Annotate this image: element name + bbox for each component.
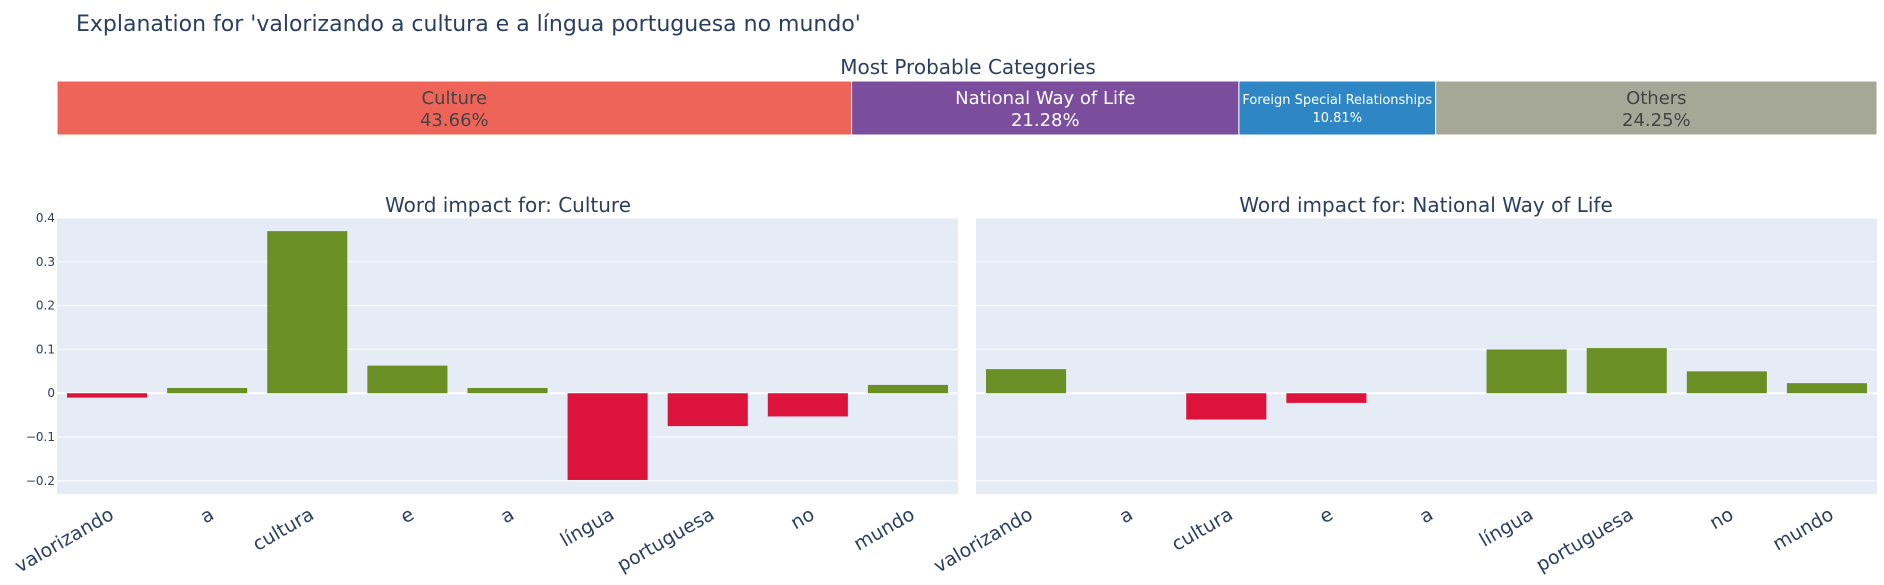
y-tick-label: 0.4 bbox=[36, 211, 55, 225]
panel1-bar-mundo bbox=[867, 384, 948, 394]
x-tick-label: língua bbox=[557, 503, 619, 551]
x-tick-label: cultura bbox=[1168, 503, 1237, 555]
y-tick-label: 0.3 bbox=[36, 255, 55, 269]
panel1-bar-no bbox=[767, 393, 848, 417]
x-tick-label: a bbox=[197, 503, 218, 528]
x-tick-label: portuguesa bbox=[613, 503, 718, 576]
panel1-bar-valorizando bbox=[67, 393, 148, 398]
x-tick-label: mundo bbox=[850, 503, 918, 555]
y-tick-label: 0 bbox=[47, 386, 55, 400]
panel2-bar-mundo bbox=[1786, 383, 1867, 394]
panel1-bar-portuguesa bbox=[667, 393, 748, 427]
x-tick-label: no bbox=[1706, 503, 1738, 534]
x-tick-label: a bbox=[497, 503, 518, 528]
x-tick-label: mundo bbox=[1769, 503, 1837, 555]
categories-title: Most Probable Categories bbox=[840, 55, 1096, 79]
panel1-bar-a bbox=[467, 387, 548, 394]
panel1-plot-area bbox=[57, 218, 958, 494]
panel1-bar-a bbox=[167, 387, 248, 394]
panel2-bar-portuguesa bbox=[1586, 348, 1667, 394]
y-tick-label: 0.2 bbox=[36, 299, 55, 313]
x-tick-label: no bbox=[787, 503, 819, 534]
category-segment-culture-label: Culture bbox=[422, 88, 488, 109]
category-segment-others-percent: 24.25% bbox=[1622, 110, 1691, 131]
y-tick-label: 0.1 bbox=[36, 342, 55, 356]
category-segment-national-way-of-life-label: National Way of Life bbox=[955, 88, 1135, 109]
x-tick-label: língua bbox=[1476, 503, 1538, 551]
panel2-bar-e bbox=[1286, 393, 1367, 403]
panel1-bar-e bbox=[367, 365, 448, 394]
y-tick-label: −0.2 bbox=[26, 474, 55, 488]
x-tick-label: portuguesa bbox=[1532, 503, 1637, 576]
x-tick-label: a bbox=[1416, 503, 1437, 528]
panel2-bar-cultura bbox=[1186, 393, 1267, 420]
y-tick-label: −0.1 bbox=[26, 430, 55, 444]
x-tick-label: valorizando bbox=[11, 503, 117, 577]
category-segment-others-label: Others bbox=[1626, 88, 1687, 109]
panel2-bar-valorizando bbox=[986, 369, 1067, 394]
panel2-plot-area bbox=[976, 218, 1877, 494]
category-segment-national-way-of-life-percent: 21.28% bbox=[1011, 110, 1080, 131]
category-segment-others bbox=[1435, 80, 1878, 136]
x-tick-label: cultura bbox=[249, 503, 318, 555]
category-segment-foreign-special-relationships bbox=[1238, 80, 1437, 136]
category-segment-foreign-special-relationships-label: Foreign Special Relationships bbox=[1242, 93, 1432, 108]
category-segment-culture-percent: 43.66% bbox=[420, 110, 489, 131]
category-segment-foreign-special-relationships-percent: 10.81% bbox=[1312, 111, 1362, 126]
panel-culture-title: Word impact for: Culture bbox=[385, 193, 631, 217]
panel2-bar-no bbox=[1686, 371, 1767, 394]
x-tick-label: a bbox=[1116, 503, 1137, 528]
x-tick-label: e bbox=[1316, 503, 1337, 528]
panel1-bar-lingua bbox=[567, 393, 648, 480]
page-title: Explanation for 'valorizando a cultura e… bbox=[76, 12, 861, 37]
panel1-bar-cultura bbox=[267, 231, 348, 394]
panel2-bar-lingua bbox=[1486, 349, 1567, 394]
category-segment-national-way-of-life bbox=[851, 80, 1240, 136]
x-tick-label: e bbox=[397, 503, 418, 528]
category-segment-culture bbox=[56, 80, 853, 136]
x-tick-label: valorizando bbox=[930, 503, 1036, 577]
panel-culture: 0.4 0.3 0.2 0.1 0 −0.1 −0.2 valorizando a cultura… bbox=[11, 211, 958, 577]
panel-national-way-title: Word impact for: National Way of Life bbox=[1239, 193, 1613, 217]
